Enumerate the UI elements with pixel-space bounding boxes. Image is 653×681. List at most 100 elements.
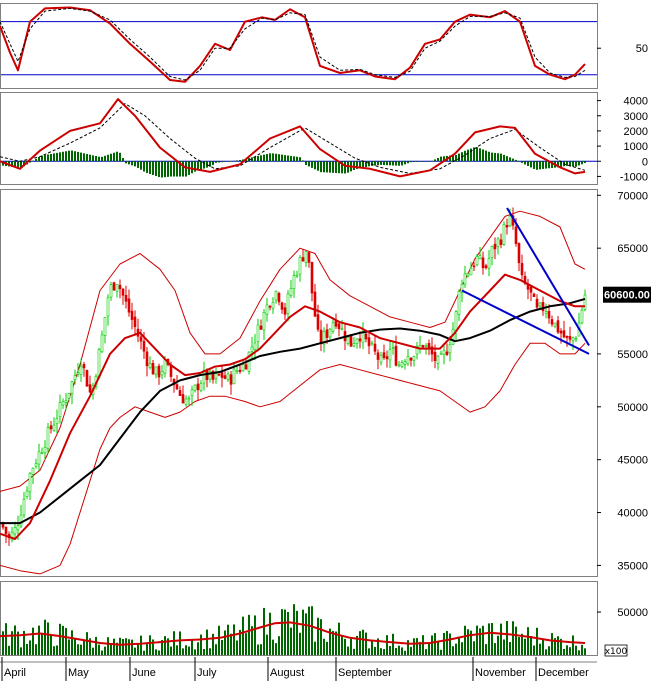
- volume-bar: [305, 613, 307, 655]
- macd-histogram-bar: [371, 161, 373, 166]
- volume-bar: [335, 631, 337, 655]
- candle-body: [463, 273, 467, 285]
- candle-body: [403, 361, 407, 365]
- candle-body: [79, 365, 83, 375]
- macd-histogram-bar: [443, 156, 445, 162]
- candle-body: [541, 302, 545, 312]
- candle-body: [442, 350, 446, 355]
- candle-body: [175, 384, 179, 390]
- volume-bar: [68, 639, 70, 655]
- volume-bar: [29, 640, 31, 655]
- candle-body: [307, 252, 311, 263]
- macd-histogram-bar: [254, 156, 256, 162]
- volume-bar: [464, 625, 466, 655]
- moving-average-fast: [0, 273, 585, 540]
- candle-body: [574, 337, 578, 340]
- volume-bar: [518, 637, 520, 655]
- macd-histogram-bar: [293, 156, 295, 162]
- volume-bar: [107, 637, 109, 655]
- volume-bar: [83, 640, 85, 655]
- macd-histogram-bar: [581, 161, 583, 165]
- macd-histogram-bar: [227, 161, 229, 162]
- candle-body: [352, 343, 356, 347]
- macd-histogram-bar: [125, 161, 127, 164]
- candle-body: [34, 463, 38, 467]
- candle-body: [391, 347, 395, 349]
- macd-histogram-bar: [413, 161, 415, 163]
- candle-body: [187, 397, 191, 400]
- macd-histogram-bar: [251, 157, 253, 162]
- candle-body: [277, 292, 281, 303]
- candle-body: [406, 355, 410, 365]
- volume-bar: [425, 649, 427, 655]
- price-tick-label: 45000: [617, 455, 648, 467]
- volume-bar: [149, 635, 151, 655]
- volume-bar: [242, 616, 244, 655]
- macd-histogram-bar: [479, 148, 481, 162]
- volume-bar: [11, 631, 13, 655]
- macd-histogram-bar: [128, 161, 130, 165]
- volume-bar: [359, 631, 361, 655]
- macd-histogram-bar: [257, 156, 259, 162]
- macd-histogram-bar: [59, 152, 61, 162]
- volume-bar: [41, 632, 43, 655]
- volume-bar: [545, 649, 547, 655]
- candle-body: [139, 336, 143, 342]
- candle-body: [319, 329, 323, 344]
- candle-body: [199, 383, 203, 391]
- candle-body: [169, 365, 173, 377]
- macd-line: [0, 98, 586, 178]
- volume-bar: [404, 650, 406, 655]
- volume-bar: [146, 643, 148, 655]
- volume-bar: [506, 621, 508, 655]
- macd-histogram-bar: [449, 155, 451, 162]
- candle-body: [157, 365, 161, 378]
- volume-bar: [389, 646, 391, 655]
- macd-histogram-bar: [317, 161, 319, 171]
- volume-bar: [260, 644, 262, 655]
- moving-average-slow: [0, 297, 586, 525]
- candle-body: [397, 364, 401, 367]
- volume-bar: [341, 635, 343, 655]
- volume-bar: [488, 623, 490, 655]
- candle-body: [550, 319, 554, 325]
- axes: 50 4000 3000 2000 1000 0 -1000 70000 65000 55000 5…: [0, 43, 651, 681]
- volume-bar: [320, 619, 322, 655]
- volume-bar: [344, 638, 346, 655]
- candle-body: [520, 262, 524, 276]
- volume-bar: [275, 643, 277, 655]
- volume-bar: [434, 633, 436, 655]
- macd-histogram-bar: [230, 161, 232, 162]
- candle-body: [547, 311, 551, 319]
- volume-bar: [179, 631, 181, 655]
- candle-body: [190, 389, 194, 396]
- macd-histogram-bar: [236, 160, 238, 162]
- volume-unit-box: [604, 644, 628, 657]
- volume-bar: [44, 619, 46, 655]
- volume-bar: [17, 631, 19, 655]
- macd-histogram-bar: [575, 161, 577, 167]
- volume-bar: [350, 638, 352, 655]
- candle-body: [115, 284, 119, 292]
- candle-body: [22, 498, 26, 516]
- macd-histogram-bar: [458, 153, 460, 162]
- macd-histogram-bar: [326, 161, 328, 173]
- macd-histogram-bar: [167, 161, 169, 177]
- volume-bar: [458, 636, 460, 655]
- candle-body: [130, 310, 134, 320]
- volume-bar: [365, 632, 367, 655]
- month-label: May: [68, 667, 89, 679]
- candle-body: [553, 322, 557, 327]
- trendline: [461, 289, 590, 355]
- bollinger-lower-band: [0, 342, 586, 575]
- candle-body: [82, 363, 86, 369]
- candle-body: [88, 384, 92, 393]
- month-label: December: [538, 667, 589, 679]
- macd-histogram-bar: [410, 161, 412, 163]
- macd-histogram-bar: [14, 161, 16, 168]
- candle-body: [55, 418, 59, 424]
- candle-body: [178, 390, 182, 396]
- volume-bar: [461, 642, 463, 655]
- candle-body: [52, 424, 56, 431]
